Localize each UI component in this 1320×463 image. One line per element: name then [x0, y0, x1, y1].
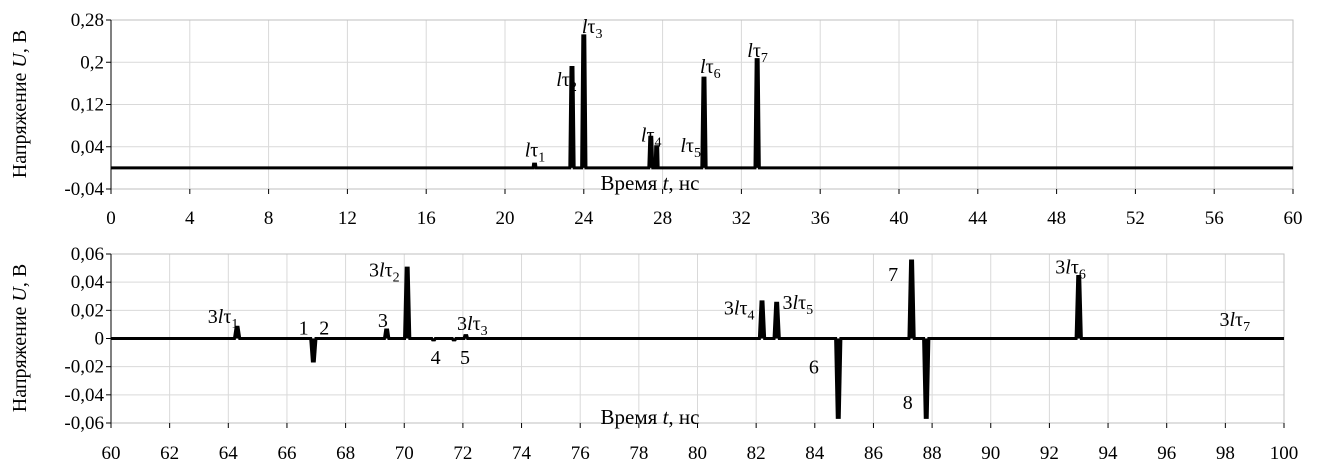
y-tick-label: -0,06	[64, 413, 104, 434]
x-tick-label: 44	[968, 208, 988, 229]
pulse-annotation: lτ1	[525, 139, 546, 165]
pulse-annotation: lτ7	[747, 40, 768, 66]
pulse-annotation: 6	[809, 357, 819, 379]
x-axis-label: Время t, нс	[601, 171, 700, 195]
x-tick-label: 88	[923, 443, 942, 463]
x-tick-label: 66	[277, 443, 296, 463]
x-tick-label: 92	[1040, 443, 1059, 463]
y-tick-label: -0,02	[64, 357, 104, 378]
x-tick-label: 64	[219, 443, 239, 463]
x-tick-label: 56	[1205, 208, 1224, 229]
pulse-annotation: 4	[431, 347, 441, 369]
x-tick-label: 68	[336, 443, 355, 463]
pulse-annotation: 3lτ5	[783, 292, 814, 318]
y-tick-label: 0,02	[71, 300, 104, 321]
x-tick-label: 8	[264, 208, 274, 229]
x-tick-label: 60	[102, 443, 121, 463]
x-tick-label: 52	[1126, 208, 1145, 229]
pulse-annotation: 3lτ2	[369, 260, 400, 286]
x-tick-label: 32	[732, 208, 751, 229]
x-tick-label: 16	[417, 208, 436, 229]
x-tick-label: 82	[747, 443, 766, 463]
x-tick-label: 20	[496, 208, 515, 229]
chart-panel-1: -0,040,040,120,20,280 4 8 12 16 20 24 28 32 36 40 4…	[9, 10, 1303, 229]
y-tick-label: -0,04	[64, 385, 104, 406]
y-tick-label: -0,04	[64, 179, 104, 200]
x-tick-label: 72	[453, 443, 472, 463]
x-tick-label: 28	[653, 208, 672, 229]
x-tick-label: 78	[629, 443, 648, 463]
y-axis-label: Напряжение U, В	[9, 264, 31, 412]
x-tick-label: 4	[185, 208, 195, 229]
x-tick-label: 76	[571, 443, 590, 463]
y-tick-label: 0,04	[71, 137, 105, 158]
y-tick-label: 0,2	[80, 52, 104, 73]
pulse-annotation: 8	[903, 392, 913, 414]
pulse-annotation: lτ2	[556, 69, 577, 95]
x-axis-label: Время t, нс	[601, 405, 700, 429]
x-tick-label: 48	[1047, 208, 1066, 229]
pulse-annotation: 2	[319, 317, 329, 339]
pulse-annotation: 1	[299, 317, 309, 339]
y-tick-label: 0	[95, 329, 105, 350]
pulse-annotation: lτ3	[582, 16, 603, 42]
pulse-annotation: 3lτ4	[724, 298, 755, 324]
y-tick-label: 0,12	[71, 95, 104, 116]
x-tick-label: 98	[1216, 443, 1235, 463]
x-tick-label: 24	[574, 208, 594, 229]
y-axis-label: Напряжение U, В	[9, 30, 31, 178]
x-tick-label: 96	[1157, 443, 1176, 463]
pulse-annotation: 7	[888, 264, 898, 286]
x-tick-label: 12	[338, 208, 357, 229]
x-tick-label: 90	[981, 443, 1000, 463]
x-tick-label: 0	[106, 208, 116, 229]
pulse-annotation: lτ4	[641, 124, 662, 150]
pulse-annotation: 3lτ7	[1219, 309, 1250, 335]
signal-trace	[111, 259, 1284, 419]
x-tick-label: 100	[1270, 443, 1299, 463]
x-tick-label: 60	[1284, 208, 1303, 229]
y-tick-label: 0,28	[71, 10, 104, 31]
x-tick-label: 86	[864, 443, 883, 463]
x-tick-label: 84	[805, 443, 825, 463]
x-tick-label: 70	[395, 443, 414, 463]
pulse-annotation: 3lτ1	[208, 306, 239, 332]
x-tick-label: 94	[1099, 443, 1119, 463]
x-tick-label: 62	[160, 443, 179, 463]
pulse-annotation: 5	[460, 347, 470, 369]
pulse-annotation: 3	[378, 310, 388, 332]
x-tick-label: 74	[512, 443, 532, 463]
x-tick-label: 80	[688, 443, 707, 463]
x-tick-label: 40	[890, 208, 909, 229]
y-tick-label: 0,04	[71, 272, 105, 293]
pulse-annotation: lτ6	[700, 56, 721, 82]
pulse-annotation: 3lτ3	[457, 313, 488, 339]
pulse-annotation: 3lτ6	[1055, 257, 1086, 283]
pulse-annotation: lτ5	[680, 135, 701, 161]
y-tick-label: 0,06	[71, 244, 104, 265]
x-tick-label: 36	[811, 208, 830, 229]
